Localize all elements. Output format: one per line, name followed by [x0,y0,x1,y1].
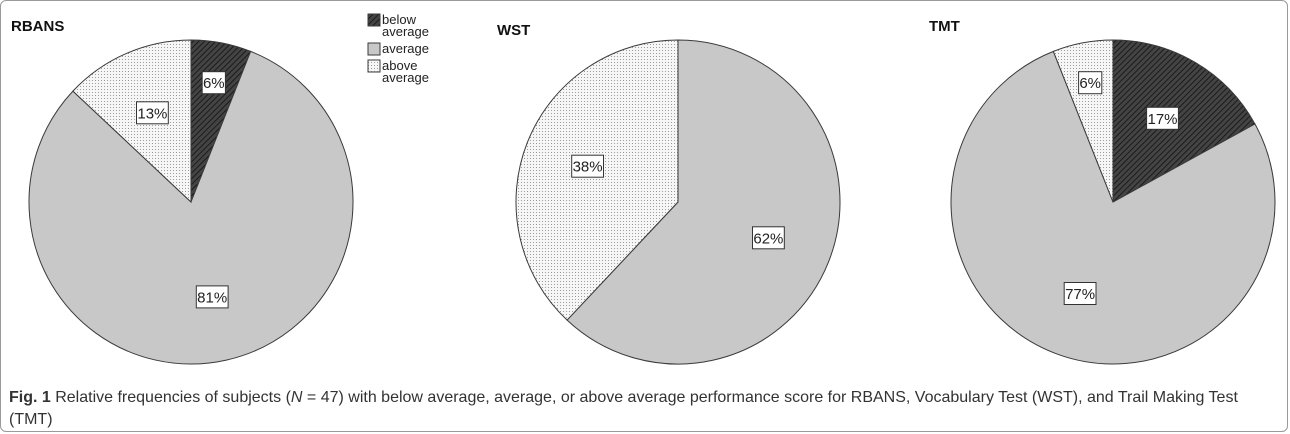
figure-label: Fig. 1 [9,389,51,406]
slice-label-average: 77% [1065,286,1095,303]
slice-label-above-box [136,101,169,125]
slice-label-below-box [201,71,226,95]
legend-label-below: below [382,12,417,27]
slice-label-average-box [752,226,785,250]
legend-label-average: average [382,41,429,56]
pie-slice-above [72,39,192,204]
legend-item-average: average [367,41,429,56]
slice-label-above: 6% [1079,75,1101,92]
pie-chart-tmt: TMT 17% 77% 6% [929,18,1276,365]
slice-label-below: 6% [203,75,225,92]
slice-label-above: 13% [137,105,167,122]
caption-text-1: Relative frequencies of subjects ( [50,389,291,406]
legend-label-above: average [382,70,429,85]
slice-label-average-box [1063,282,1097,305]
legend-swatch-above [367,59,381,73]
legend-label-above: above [382,58,417,73]
slice-label-above: 38% [573,159,603,176]
slice-label-above-box [1078,71,1103,95]
slice-label-average: 81% [197,289,227,306]
figure-caption: Fig. 1 Relative frequencies of subjects … [9,387,1269,431]
chart-title: WST [497,22,530,39]
legend-swatch-average [367,42,381,56]
caption-text-2: = 47) with below average, average, or ab… [9,389,1238,428]
pie-slice-below [1112,39,1256,203]
pie-chart-wst: WST 62% 38% [497,22,841,365]
pie-slice-above [515,39,679,321]
slice-label-average: 62% [753,230,783,247]
slice-label-below-box [1146,106,1179,130]
legend-swatch-below [367,13,381,27]
chart-title: RBANS [11,18,64,35]
slice-label-below: 17% [1147,111,1177,128]
legend-label-below: average [382,24,429,39]
pie-slice-average [566,39,841,365]
pie-slice-average [28,50,354,365]
slice-label-average-box [195,285,229,309]
slice-label-above-box [571,154,605,178]
pie-slice-average [950,50,1276,365]
chart-title: TMT [929,18,960,35]
caption-n: N [290,389,303,406]
pie-chart-rbans: RBANS 6% 81% 13% [11,18,354,365]
